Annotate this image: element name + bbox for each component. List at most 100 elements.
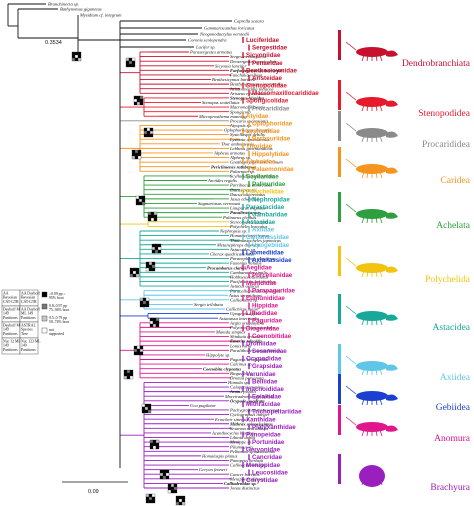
family-label: Platyxanthidae — [252, 424, 296, 431]
legend-cell-text: Bayesian — [21, 296, 35, 300]
family-label: Scyllaridae — [246, 174, 279, 181]
outgroup-tip-label: Caprella scaura — [234, 19, 265, 24]
tip-label: Pachygrapsus transversus — [229, 408, 279, 413]
tip-label: Thaumastocheles japonicus — [230, 238, 281, 243]
infraorder-label: Polychelida — [425, 275, 471, 285]
tip-label: Callianassa sp. — [230, 297, 258, 302]
tip-label: Alpheus armatus — [213, 151, 245, 156]
tip-label: Paranephrops planifrons — [229, 256, 276, 261]
infraorder-bracket — [338, 147, 341, 177]
scale-bar-label: 0.09 — [88, 489, 99, 495]
tip-label: Faxonius validus — [229, 261, 262, 266]
tip-label: Cherax quadricarinatus — [210, 252, 254, 257]
node-support-grid — [131, 149, 142, 160]
legend-cell-text: 149 — [3, 328, 9, 332]
infraorder-label: Gebiidea — [436, 403, 471, 413]
family-label: Panopeidae — [246, 431, 281, 438]
tip-label: Systellaspis debilis — [230, 132, 265, 137]
tip-label: Cyclograpsus integer — [230, 412, 270, 417]
node-support-grid — [125, 57, 136, 68]
legend-cell-text: Nuc 12 ML — [3, 340, 21, 344]
tip-label: Gnathophyllum americanum — [230, 160, 283, 165]
family-label: Aeglidae — [246, 265, 272, 272]
tip-label: Calliadenidae sp. — [224, 481, 257, 486]
family-label: Barbouriidae — [252, 136, 291, 143]
node-support-grids — [71, 51, 186, 506]
family-label: Alpheidae — [246, 158, 276, 165]
tip-label: Sicyonia lancifer — [215, 63, 246, 68]
node-support-grid — [143, 127, 154, 138]
crustacean-silhouette-icon — [345, 122, 398, 143]
family-label: Menippidae — [246, 462, 281, 469]
tip-label: Periclimenes rathbunae — [211, 164, 256, 169]
legend-cell-text: Partitions — [3, 332, 18, 336]
legend-cell-text: 149 — [3, 312, 9, 316]
tip-label: Metanephrops thomsoni — [216, 242, 262, 247]
family-label: Diogenidae — [246, 325, 280, 332]
node-support-grid — [147, 211, 158, 222]
family-label: Nephropidae — [252, 196, 290, 203]
crustacean-silhouette-icon — [345, 257, 398, 278]
node-support-grid — [145, 493, 156, 504]
family-label: Thoridae — [246, 143, 273, 150]
tip-label: Aristeomorpha foliacea — [229, 86, 274, 91]
tip-label: Scyllarides squammosus — [230, 174, 275, 179]
outgroup-tip-label: Branchinecta sp. — [48, 2, 79, 7]
family-label: Lysmatidae — [246, 128, 280, 135]
support-key-label: ≥0.99 pp ≥ — [49, 292, 66, 296]
tip-label: Eriocheir sinensis — [214, 417, 249, 422]
legend-cell-text: Species — [21, 328, 33, 332]
family-label: Lithodidae — [246, 310, 278, 317]
family-label: Laomediidae — [246, 249, 284, 256]
tip-label: Dromia personata — [229, 375, 264, 380]
tip-label: Lomis hirta — [229, 343, 252, 348]
phylogenetic-tree-branches — [7, 3, 240, 489]
family-label: Polychelidae — [246, 189, 284, 196]
tip-label: Menippe nodifrons — [229, 476, 265, 481]
support-key-swatch — [41, 327, 48, 334]
family-label: Astacidae — [246, 219, 276, 226]
family-label: Penaeidae — [252, 60, 283, 67]
legend-cell-text: 149 — [3, 344, 9, 348]
support-key-label: 50–74% boot — [49, 320, 70, 324]
legend-cell-text: CAT-GTR — [21, 300, 37, 304]
tip-label: Astacus astacus — [229, 284, 259, 289]
family-label: Xanthidae — [246, 416, 276, 423]
family-label: Axianassidae — [252, 257, 292, 264]
node-support-grid — [139, 297, 150, 308]
tip-label: Oplophorus gracilirostris — [224, 128, 271, 133]
long-branch-length-label: 0.3534 — [45, 40, 62, 46]
family-label: Parapaguridae — [252, 287, 296, 294]
outgroup-tip-label: Neogonodactylus oerstedii — [199, 32, 250, 37]
tip-label: Paracallianassa laevicauda — [229, 288, 282, 293]
node-support-grid — [133, 95, 144, 106]
infraorder-label: Procarididea — [422, 140, 471, 150]
tip-label: Calcinus sp. — [230, 362, 253, 367]
tip-label: Bentheogennema intermedia — [230, 82, 283, 87]
tip-label: Acanthocyclus hassleri — [211, 431, 255, 436]
tip-label: Lebbeus groenlandicus — [229, 146, 273, 151]
infraorder-bracket — [338, 405, 341, 435]
tip-label: Arctides regalis — [207, 178, 237, 183]
node-support-grid — [133, 345, 144, 356]
tip-label: Stereomastis sculpta — [230, 219, 268, 224]
infraorder-label: Axiidea — [440, 373, 471, 383]
tip-label: Palaemon sp. — [229, 169, 255, 174]
infraorder-bracket — [338, 111, 341, 141]
family-label: Palinuridae — [252, 181, 286, 188]
tip-label: Cancer borealis — [230, 472, 260, 477]
legend-cell-text: AA Dayhoff — [21, 292, 41, 296]
family-label: Inachoididae — [246, 386, 284, 393]
tip-label: Sagmariasus verreauxi — [198, 201, 241, 206]
crustacean-silhouette-icon — [345, 355, 398, 376]
node-support-grid — [159, 469, 170, 480]
tip-label: Jonas distinctus — [230, 486, 260, 491]
crustacean-silhouette-icon — [345, 158, 398, 179]
tip-label: Pagurus bernhardus — [229, 357, 268, 362]
tip-label: Nephropsis sp. — [219, 229, 247, 234]
tip-label: Panulirus argus — [230, 210, 261, 215]
outgroup-tip-label: Mysidium cf. integrum — [79, 13, 122, 18]
tip-label: Geryon fenneri — [199, 467, 228, 472]
family-label: Spongicolidae — [246, 98, 289, 105]
